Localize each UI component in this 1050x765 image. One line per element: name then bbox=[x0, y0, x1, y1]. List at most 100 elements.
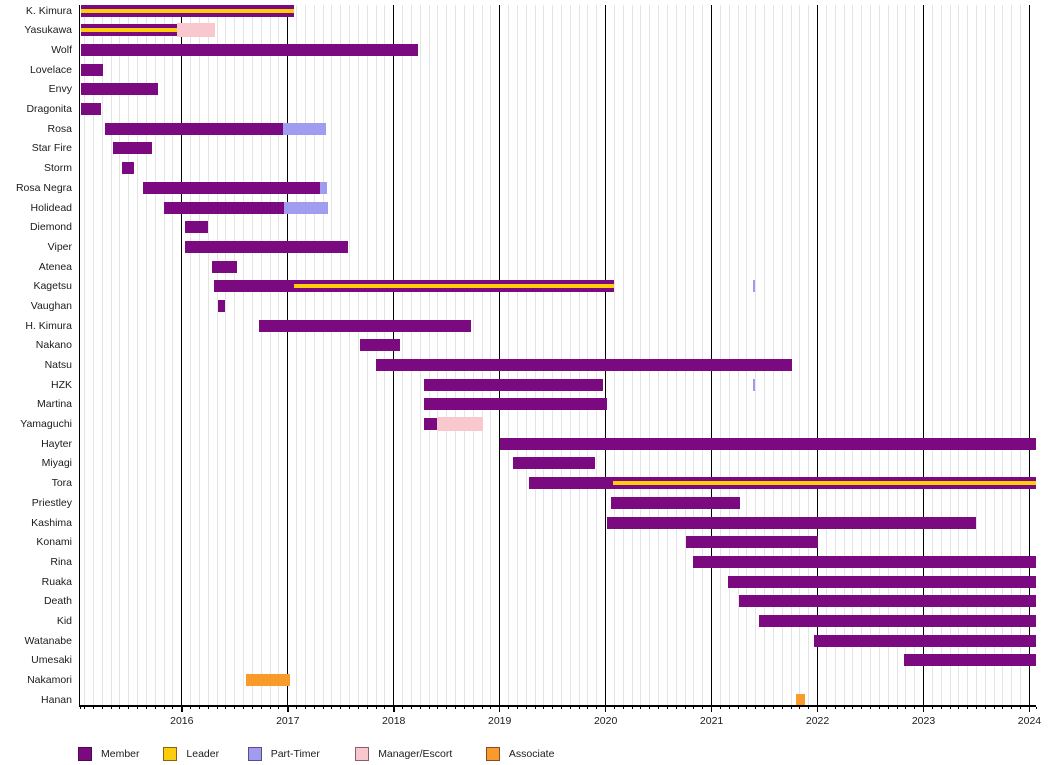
gridline-month bbox=[340, 4, 342, 705]
bar-segment-member bbox=[185, 240, 349, 253]
tick-minor bbox=[940, 706, 942, 710]
bar-segment-leader bbox=[80, 28, 178, 33]
tick-minor bbox=[781, 706, 783, 710]
tick-minor bbox=[340, 706, 342, 710]
tick-minor bbox=[675, 706, 677, 710]
tick-major bbox=[286, 706, 289, 713]
bar-segment-member bbox=[759, 614, 1037, 627]
gridline-month bbox=[331, 4, 333, 705]
gridline-month bbox=[366, 4, 368, 705]
legend-swatch-manager bbox=[355, 746, 370, 761]
row-label: Ruaka bbox=[41, 575, 72, 588]
tick-minor bbox=[110, 706, 112, 710]
row-label: Kagetsu bbox=[33, 280, 72, 293]
year-label: 2021 bbox=[699, 714, 724, 727]
gridline-month bbox=[463, 4, 465, 705]
gridline-month bbox=[260, 4, 262, 705]
tick-minor bbox=[772, 706, 774, 710]
legend-item-member: Member bbox=[78, 746, 198, 761]
bar-segment-member bbox=[80, 43, 418, 56]
year-label: 2018 bbox=[382, 714, 406, 727]
year-label: 2023 bbox=[911, 714, 936, 727]
gridline-month bbox=[940, 4, 942, 705]
tick-minor bbox=[702, 706, 704, 710]
tick-minor bbox=[128, 706, 130, 710]
gridline-month bbox=[207, 4, 209, 705]
bar-segment-leader bbox=[294, 284, 614, 289]
gridline-month bbox=[684, 4, 686, 705]
tick-minor bbox=[375, 706, 377, 710]
tick-minor bbox=[967, 706, 969, 710]
gridline-month bbox=[949, 4, 951, 705]
gridline-month bbox=[984, 4, 986, 705]
tick-minor bbox=[596, 706, 598, 710]
tick-minor bbox=[560, 706, 562, 710]
bar-segment-member bbox=[104, 122, 284, 135]
tick-minor bbox=[410, 706, 412, 710]
tick-major bbox=[1028, 706, 1031, 713]
gridline-month bbox=[746, 4, 748, 705]
year-label: 2022 bbox=[805, 714, 830, 727]
gridline-month bbox=[587, 4, 589, 705]
tick-minor bbox=[384, 706, 386, 710]
row-label: Diemond bbox=[29, 221, 72, 234]
bar-segment-member bbox=[607, 516, 976, 529]
gridline-month bbox=[402, 4, 404, 705]
row-label: Wolf bbox=[51, 43, 72, 56]
gridline-month bbox=[675, 4, 677, 705]
gridline-month bbox=[737, 4, 739, 705]
gridline-month bbox=[808, 4, 810, 705]
row-label: Rina bbox=[50, 555, 72, 568]
tick-minor bbox=[543, 706, 545, 710]
row-label: Kashima bbox=[31, 516, 72, 529]
tick-major bbox=[922, 706, 925, 713]
tick-minor bbox=[446, 706, 448, 710]
gridline-month bbox=[543, 4, 545, 705]
tick-minor bbox=[622, 706, 624, 710]
tick-minor bbox=[190, 706, 192, 710]
legend-swatch-part_timer bbox=[247, 746, 262, 761]
row-label: Priestley bbox=[31, 496, 72, 509]
tick-minor bbox=[658, 706, 660, 710]
tick-minor bbox=[578, 706, 580, 710]
tick-minor bbox=[251, 706, 253, 710]
tick-minor bbox=[569, 706, 571, 710]
gridline-year bbox=[393, 4, 395, 705]
gridline-month bbox=[852, 4, 854, 705]
tick-minor bbox=[481, 706, 483, 710]
row-label: Yamaguchi bbox=[20, 418, 72, 431]
tick-minor bbox=[357, 706, 359, 710]
gridline-month bbox=[516, 4, 518, 705]
axis-y bbox=[79, 4, 81, 707]
row-label: Lovelace bbox=[29, 63, 72, 76]
row-label: Death bbox=[43, 595, 72, 608]
bar-segment-associate bbox=[246, 674, 290, 687]
tick-minor bbox=[613, 706, 615, 710]
gridline-month bbox=[569, 4, 571, 705]
row-label: Kid bbox=[56, 614, 72, 627]
gridline-month bbox=[958, 4, 960, 705]
tick-major bbox=[816, 706, 819, 713]
gridline-month bbox=[446, 4, 448, 705]
gridline-month bbox=[490, 4, 492, 705]
tick-minor bbox=[976, 706, 977, 710]
row-label: Natsu bbox=[44, 359, 72, 372]
gridline-month bbox=[119, 4, 121, 705]
gridline-month bbox=[419, 4, 421, 705]
tick-minor bbox=[719, 706, 721, 710]
gridline-month bbox=[101, 4, 103, 705]
row-label: Konami bbox=[36, 536, 72, 549]
tick-minor bbox=[861, 706, 863, 710]
tick-minor bbox=[737, 706, 739, 710]
gridline-month bbox=[596, 4, 598, 705]
bar-segment-member bbox=[739, 595, 1037, 608]
bar-segment-member bbox=[185, 221, 208, 234]
year-label: 2019 bbox=[487, 714, 512, 727]
gridline-month bbox=[887, 4, 889, 705]
tick-minor bbox=[349, 706, 351, 710]
gridline-month bbox=[649, 4, 651, 705]
tick-minor bbox=[878, 706, 880, 710]
gridline-month bbox=[472, 4, 474, 705]
tick-minor bbox=[428, 706, 430, 710]
gridline-month bbox=[349, 4, 351, 705]
